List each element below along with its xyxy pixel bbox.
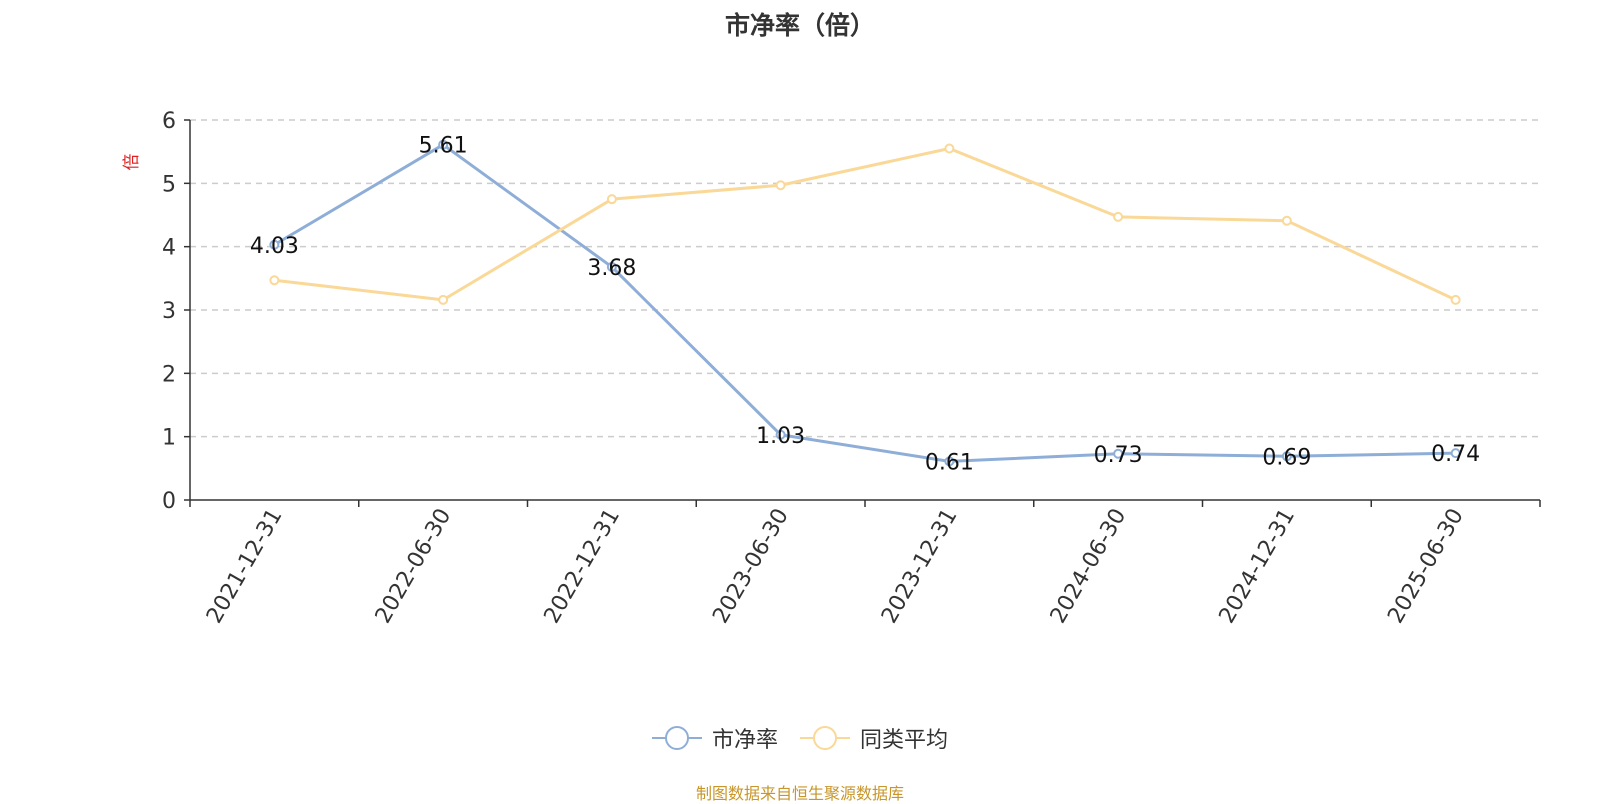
legend-label-avg: 同类平均 — [860, 728, 949, 753]
x-tick-label: 2021-12-31 — [202, 505, 288, 628]
legend-label-pb: 市净率 — [711, 728, 778, 753]
data-label: 0.61 — [925, 450, 974, 475]
data-point — [775, 429, 786, 440]
data-point — [944, 456, 955, 467]
x-tick-label: 2023-12-31 — [877, 505, 963, 628]
x-tick-label: 2024-12-31 — [1214, 505, 1300, 628]
data-point — [1450, 448, 1461, 459]
data-label: 3.68 — [587, 256, 636, 281]
x-tick-label: 2023-06-30 — [708, 505, 794, 628]
source-note: 制图数据来自恒生聚源数据库 — [695, 784, 904, 803]
y-tick-label: 5 — [162, 172, 176, 197]
data-point — [438, 294, 449, 305]
legend-swatch-pb-icon — [651, 726, 702, 750]
data-point — [606, 261, 617, 272]
data-label-layer: 4.03 5.61 3.68 1.03 0.61 0.73 0.69 0.74 — [250, 134, 1480, 476]
x-tick-label: 2022-06-30 — [371, 505, 457, 628]
data-point — [438, 139, 449, 150]
y-tick-label: 1 — [162, 426, 176, 451]
data-point — [1281, 215, 1292, 226]
legend-swatch-avg-icon — [800, 726, 850, 750]
y-tick-label: 2 — [162, 362, 176, 387]
x-tick-label: 2022-12-31 — [539, 505, 625, 628]
data-point — [1113, 211, 1124, 222]
data-point — [269, 239, 280, 250]
legend-item-pb[interactable]: 市净率 — [651, 722, 778, 754]
data-point — [1281, 451, 1292, 462]
y-tick-label: 0 — [162, 489, 176, 514]
data-point — [606, 194, 617, 205]
series-line-pb — [273, 143, 1456, 463]
data-label: 0.69 — [1262, 445, 1311, 470]
data-point — [944, 143, 955, 154]
grid-layer — [190, 119, 1540, 438]
y-tick-label: 4 — [162, 236, 176, 261]
y-tick-label: 6 — [162, 109, 176, 134]
legend: 市净率 同类平均 — [0, 722, 1600, 754]
chart-title: 市净率（倍） — [724, 11, 875, 40]
data-label: 0.74 — [1431, 442, 1480, 467]
series-layer — [269, 139, 1461, 467]
data-label: 0.73 — [1094, 443, 1143, 468]
y-axis-unit: 倍 — [122, 154, 142, 171]
legend-item-avg[interactable]: 同类平均 — [800, 722, 948, 754]
data-point — [775, 180, 786, 191]
data-label: 5.61 — [419, 134, 468, 159]
x-tick-label: 2025-06-30 — [1383, 505, 1469, 628]
data-point — [269, 275, 280, 286]
data-label: 1.03 — [756, 424, 805, 449]
y-tick-label: 3 — [162, 299, 176, 324]
data-label: 4.03 — [250, 234, 299, 259]
axis-layer: 0 1 2 3 4 5 6 倍 2021-12-31 2022-06-30 2022-12-31 20… — [122, 109, 1541, 628]
series-line-avg — [274, 147, 1457, 302]
data-point — [1450, 294, 1461, 305]
x-tick-label: 2024-06-30 — [1046, 505, 1132, 628]
data-point — [1113, 448, 1124, 459]
